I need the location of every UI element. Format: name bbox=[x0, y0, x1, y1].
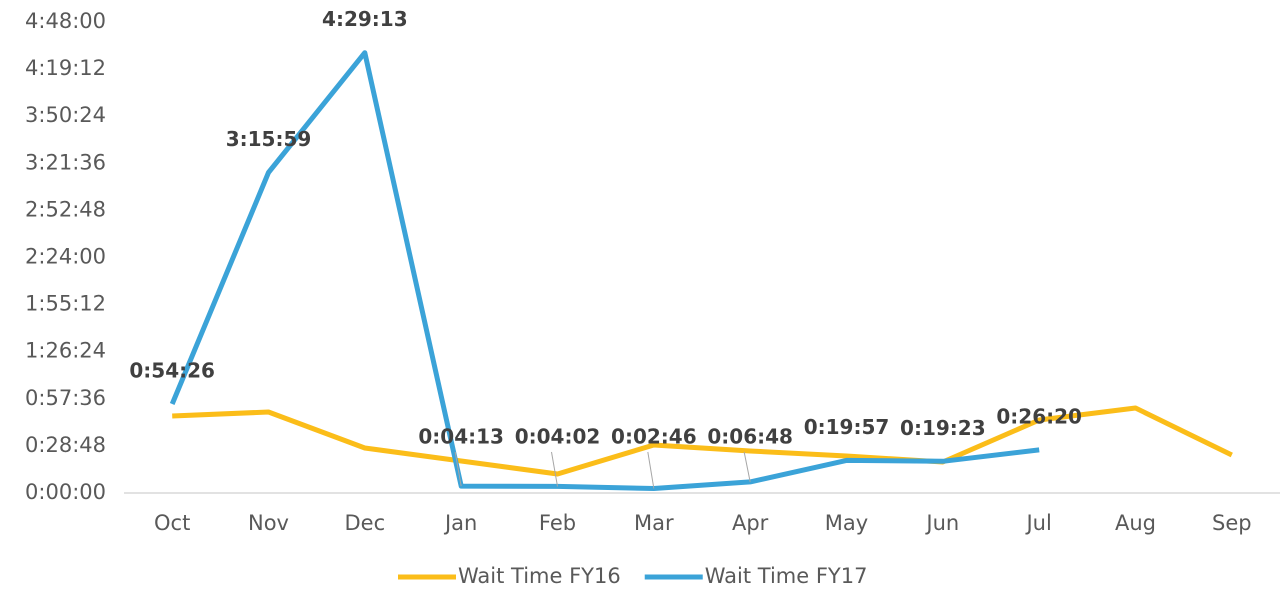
x-tick-label: Feb bbox=[539, 511, 576, 535]
x-tick-label: Sep bbox=[1212, 511, 1252, 535]
y-tick-label: 0:57:36 bbox=[25, 386, 106, 410]
x-tick-label: Aug bbox=[1115, 511, 1156, 535]
y-tick-label: 2:24:00 bbox=[25, 245, 106, 269]
legend-label: Wait Time FY17 bbox=[705, 564, 868, 588]
data-label: 0:19:23 bbox=[900, 416, 986, 440]
leader-line bbox=[454, 451, 462, 487]
data-label: 0:19:57 bbox=[804, 415, 890, 439]
y-tick-label: 4:19:12 bbox=[25, 56, 106, 80]
legend-label: Wait Time FY16 bbox=[458, 564, 621, 588]
data-label: 4:29:13 bbox=[322, 7, 408, 31]
x-tick-label: Jul bbox=[1024, 511, 1051, 535]
x-tick-label: Dec bbox=[345, 511, 386, 535]
data-label: 0:06:48 bbox=[707, 425, 793, 449]
y-tick-label: 1:55:12 bbox=[25, 292, 106, 316]
y-tick-label: 3:21:36 bbox=[25, 150, 106, 174]
y-tick-label: 2:52:48 bbox=[25, 197, 106, 221]
data-label: 0:04:13 bbox=[418, 425, 504, 449]
leader-line bbox=[551, 451, 558, 487]
data-label: 0:26:20 bbox=[996, 404, 1082, 428]
leader-line bbox=[743, 451, 751, 482]
data-label: 0:04:02 bbox=[515, 425, 601, 449]
x-tick-label: Oct bbox=[154, 511, 190, 535]
series-line bbox=[169, 50, 1040, 491]
leader-line bbox=[647, 451, 655, 489]
x-tick-label: Mar bbox=[634, 511, 674, 535]
data-label: 0:02:46 bbox=[611, 425, 697, 449]
data-label: 3:15:59 bbox=[226, 127, 312, 151]
x-tick-label: Jun bbox=[924, 511, 959, 535]
series-line bbox=[172, 405, 1233, 477]
x-tick-label: Jan bbox=[443, 511, 477, 535]
y-tick-label: 0:28:48 bbox=[25, 433, 106, 457]
y-tick-label: 3:50:24 bbox=[25, 103, 106, 127]
x-tick-label: May bbox=[825, 511, 868, 535]
x-tick-label: Nov bbox=[248, 511, 289, 535]
y-tick-label: 0:00:00 bbox=[25, 480, 106, 504]
data-label: 0:54:26 bbox=[129, 358, 215, 382]
y-tick-label: 4:48:00 bbox=[25, 9, 106, 33]
x-tick-label: Apr bbox=[732, 511, 769, 535]
y-tick-label: 1:26:24 bbox=[25, 339, 106, 363]
